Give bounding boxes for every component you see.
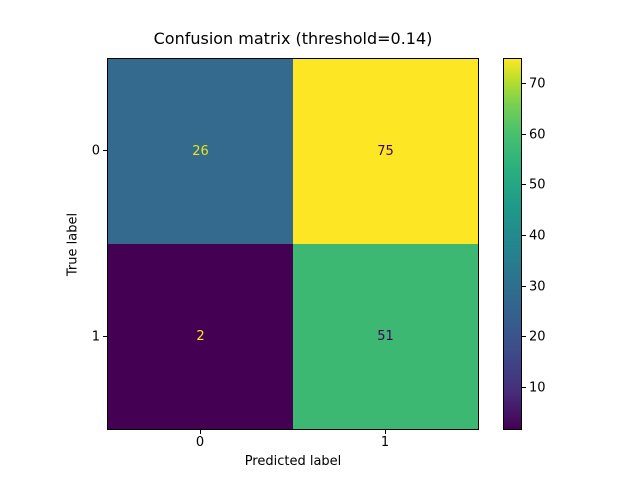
ytick-label-1: 1	[91, 329, 100, 345]
colorbar-tick-label-40: 40	[529, 228, 546, 244]
xtick-label-1: 1	[380, 435, 390, 450]
ytick-mark-0	[103, 150, 107, 151]
colorbar-tick-mark-40	[522, 235, 526, 236]
x-axis-label: Predicted label	[244, 454, 342, 469]
colorbar	[503, 58, 522, 430]
ytick-label-0: 0	[91, 143, 100, 159]
ytick-mark-1	[103, 336, 107, 337]
colorbar-tick-label-20: 20	[529, 329, 546, 345]
cell-value: 75	[377, 144, 394, 159]
colorbar-tick-mark-60	[522, 134, 526, 135]
chart-title: Confusion matrix (threshold=0.14)	[153, 29, 433, 48]
colorbar-tick-label-70: 70	[529, 76, 546, 92]
colorbar-tick-mark-10	[522, 387, 526, 388]
cell-value: 51	[377, 329, 394, 344]
heatmap-axes: 26 75 2 51	[107, 58, 479, 430]
cell-value: 26	[192, 144, 209, 159]
heatmap-cell-true0-pred0: 26	[108, 59, 293, 244]
colorbar-tick-mark-30	[522, 286, 526, 287]
colorbar-tick-label-50: 50	[529, 177, 546, 193]
colorbar-tick-label-10: 10	[529, 380, 546, 396]
y-axis-label: True label	[65, 212, 81, 277]
colorbar-tick-mark-70	[522, 83, 526, 84]
heatmap-cell-true1-pred1: 51	[293, 244, 478, 429]
heatmap-cell-true1-pred0: 2	[108, 244, 293, 429]
xtick-label-0: 0	[195, 435, 205, 450]
heatmap-cell-true0-pred1: 75	[293, 59, 478, 244]
xtick-mark-0	[200, 430, 201, 434]
cell-value: 2	[196, 329, 205, 344]
colorbar-tick-label-60: 60	[529, 127, 546, 143]
xtick-mark-1	[385, 430, 386, 434]
colorbar-tick-mark-50	[522, 184, 526, 185]
colorbar-tick-label-30: 30	[529, 279, 546, 295]
colorbar-tick-mark-20	[522, 336, 526, 337]
